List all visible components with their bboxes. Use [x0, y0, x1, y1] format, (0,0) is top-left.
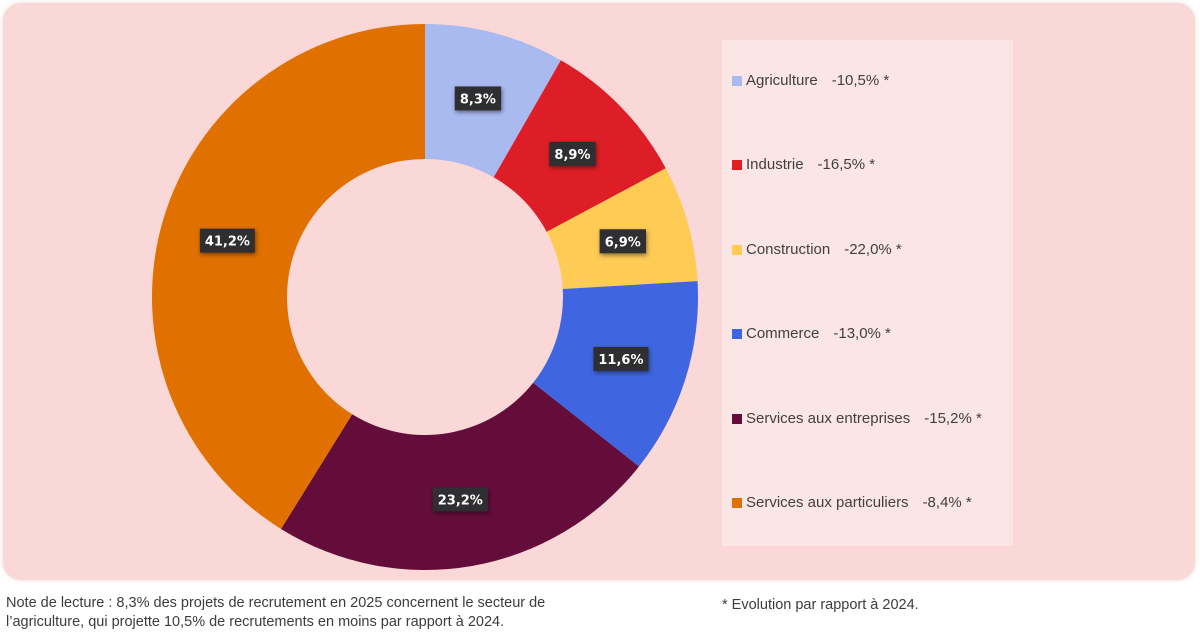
footnote: * Evolution par rapport à 2024. [722, 597, 919, 613]
data-label-text: 41,2% [205, 235, 250, 250]
data-label-box [593, 346, 649, 371]
donut-slice-construction [546, 168, 698, 289]
data-label-text: 23,2% [438, 493, 483, 508]
data-label-box [549, 141, 596, 166]
legend-evolution: -13,0% * [833, 325, 891, 342]
legend-item-construction: Construction -22,0% * [732, 241, 902, 258]
reading-note-line-2: l’agriculture, qui projette 10,5% de rec… [6, 614, 505, 630]
legend: Agriculture -10,5% * Industrie -16,5% * Cons… [722, 40, 1013, 546]
data-label-text: 8,9% [554, 148, 590, 163]
data-label-industrie: 8,9% [549, 141, 596, 166]
legend-item-services-aux-entreprises: Services aux entreprises -15,2% * [732, 410, 982, 427]
donut-chart: 8,3% 8,9% 6,9% 11,6% 23,2% 41,2% [152, 24, 698, 570]
donut-slice-services-aux-particuliers [152, 24, 425, 529]
data-label-text: 11,6% [598, 353, 643, 368]
legend-label: Services aux entreprises [746, 410, 911, 427]
legend-evolution: -15,2% * [924, 410, 982, 427]
data-label-services-aux-particuliers: 41,2% [199, 228, 255, 253]
legend-swatch-icon [732, 244, 742, 255]
data-label-box [454, 86, 502, 111]
legend-label: Construction [746, 241, 831, 258]
legend-evolution: -10,5% * [831, 72, 890, 89]
legend-item-commerce: Commerce -13,0% * [732, 325, 891, 342]
donut-slice-services-aux-entreprises [281, 382, 639, 570]
legend-label: Services aux particuliers [746, 494, 909, 511]
legend-label: Agriculture [746, 72, 818, 89]
data-label-agriculture: 8,3% [454, 86, 502, 111]
legend-swatch-icon [732, 413, 742, 424]
legend-evolution: -16,5% * [817, 156, 876, 173]
data-label-box [599, 229, 646, 254]
data-label-construction: 6,9% [599, 229, 646, 254]
legend-swatch-icon [732, 75, 742, 86]
donut-slice-commerce [533, 281, 698, 467]
legend-label: Industrie [746, 156, 804, 173]
data-label-text: 8,3% [460, 92, 496, 107]
legend-item-agriculture: Agriculture -10,5% * [732, 72, 889, 89]
reading-note-line-1: Note de lecture : 8,3% des projets de re… [6, 595, 546, 611]
legend-evolution: -22,0% * [844, 241, 902, 258]
data-label-box [199, 228, 255, 253]
legend-evolution: -8,4% * [922, 494, 972, 511]
legend-item-industrie: Industrie -16,5% * [732, 156, 875, 173]
reading-note: Note de lecture : 8,3% des projets de re… [6, 594, 706, 632]
legend-swatch-icon [732, 328, 742, 339]
legend-label: Commerce [746, 325, 820, 342]
legend-item-services-aux-particuliers: Services aux particuliers -8,4% * [732, 494, 972, 511]
legend-swatch-icon [732, 159, 742, 170]
data-label-services-aux-entreprises: 23,2% [432, 487, 488, 512]
data-label-box [432, 487, 488, 512]
data-label-commerce: 11,6% [593, 346, 649, 371]
data-label-text: 6,9% [605, 235, 641, 250]
legend-swatch-icon [732, 497, 742, 508]
